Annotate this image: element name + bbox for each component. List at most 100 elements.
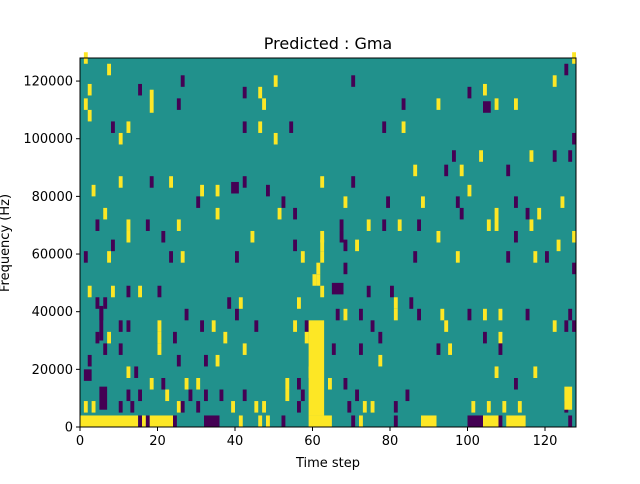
plot-frame [79, 57, 577, 428]
heatmap-cell [421, 196, 425, 208]
heatmap-cell [343, 239, 348, 252]
heatmap-cell [138, 389, 142, 402]
heatmap-cell [514, 98, 518, 110]
heatmap-cell [107, 251, 111, 263]
heatmap-cell [157, 343, 162, 355]
heatmap-cell [126, 121, 131, 133]
heatmap-cell [514, 377, 518, 390]
heatmap-background [80, 58, 576, 427]
heatmap-cell [161, 230, 166, 243]
heatmap-cell [80, 415, 139, 427]
heatmap-cell [502, 401, 507, 413]
y-tick-label: 60000 [32, 248, 73, 263]
heatmap-cell [351, 75, 356, 87]
heatmap-cell [386, 196, 390, 208]
heatmap-cell [316, 274, 321, 286]
heatmap-cell [149, 377, 154, 390]
heatmap-cell [188, 389, 193, 402]
heatmap-cell [506, 415, 526, 427]
heatmap-cell [370, 320, 375, 332]
heatmap-cell [455, 251, 460, 263]
heatmap-cell [118, 176, 123, 188]
heatmap-cell [436, 98, 441, 110]
heatmap-cell [328, 377, 332, 390]
plot-area [79, 52, 577, 428]
y-tick-label: 40000 [32, 305, 73, 320]
heatmap-cell [366, 285, 371, 298]
y-tick-label: 20000 [32, 363, 73, 378]
heatmap-cell [223, 331, 228, 344]
heatmap-cell [262, 401, 266, 413]
heatmap-cell [533, 251, 538, 263]
heatmap-cell [134, 366, 139, 378]
heatmap-cell [118, 401, 123, 413]
heatmap-cell [138, 285, 142, 298]
heatmap-cell [297, 377, 301, 390]
heatmap-cell [95, 331, 100, 344]
heatmap-cell [103, 343, 108, 355]
heatmap-cell [293, 320, 297, 332]
heatmap-cell [266, 415, 270, 427]
heatmap-cell [157, 320, 162, 332]
x-tick-label: 80 [382, 434, 399, 449]
heatmap-cell [91, 401, 96, 413]
heatmap-cell [467, 308, 472, 321]
heatmap-cell [242, 389, 247, 402]
heatmap-cell [238, 415, 243, 427]
heatmap-cell [103, 207, 108, 220]
heatmap-cell [382, 121, 387, 133]
heatmap-cell [397, 219, 402, 231]
heatmap-cell [211, 320, 216, 332]
heatmap-cell [362, 401, 367, 413]
heatmap-cell [196, 401, 201, 413]
heatmap-cell [297, 297, 301, 309]
heatmap-cell [359, 308, 363, 321]
heatmap-cell [235, 251, 239, 263]
heatmap-cell [238, 297, 243, 309]
heatmap-cell [455, 196, 460, 208]
heatmap-cell [572, 262, 576, 275]
heatmap-cell [285, 377, 290, 390]
heatmap-cell [343, 196, 348, 208]
heatmap-cell [204, 389, 208, 402]
heatmap-cell [242, 343, 247, 355]
heatmap-cell [138, 415, 142, 427]
heatmap-cell [107, 63, 111, 76]
heatmap-cell [126, 285, 131, 298]
heatmap-cell [83, 98, 88, 110]
heatmap-cell [506, 251, 511, 263]
heatmap-cell [533, 366, 538, 378]
heatmap-cell [320, 176, 325, 188]
heatmap-cell [215, 184, 220, 197]
heatmap-cell [173, 331, 177, 344]
heatmap-cell [525, 308, 530, 321]
heatmap-cell [204, 354, 208, 367]
heatmap-cell [506, 164, 511, 177]
heatmap-cell [552, 150, 557, 162]
heatmap-cell [393, 415, 398, 427]
heatmap-cell [483, 101, 491, 113]
heatmap-cell [308, 415, 332, 427]
heatmap-cell [176, 354, 181, 367]
heatmap-cell [235, 308, 239, 321]
heatmap-cell [483, 415, 499, 427]
heatmap-cell [118, 320, 123, 332]
heatmap-cell [145, 415, 150, 427]
heatmap-cell [359, 343, 363, 355]
heatmap-cell [436, 343, 441, 355]
heatmap-cell [184, 308, 189, 321]
heatmap-cell [525, 207, 530, 220]
y-tick-label: 80000 [32, 190, 73, 205]
heatmap-cell [107, 331, 111, 344]
heatmap-cell [459, 164, 464, 177]
heatmap-cell [242, 176, 247, 188]
heatmap-cell [494, 98, 499, 110]
heatmap-cell [393, 297, 398, 309]
heatmap-cell [169, 251, 173, 263]
heatmap-cell [293, 207, 297, 220]
heatmap-cell [165, 389, 170, 402]
heatmap-cell [289, 121, 294, 133]
heatmap-cell [149, 176, 154, 188]
x-axis-label: Time step [295, 456, 360, 471]
heatmap-cell [262, 98, 266, 110]
